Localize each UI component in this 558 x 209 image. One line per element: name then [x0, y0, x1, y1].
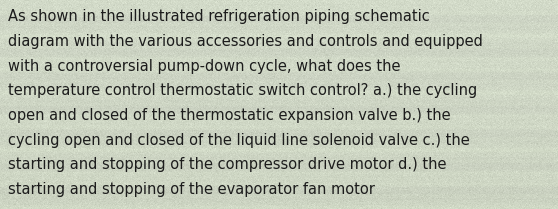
Text: starting and stopping of the evaporator fan motor: starting and stopping of the evaporator … — [8, 182, 375, 197]
Text: open and closed of the thermostatic expansion valve b.) the: open and closed of the thermostatic expa… — [8, 108, 451, 123]
Text: starting and stopping of the compressor drive motor d.) the: starting and stopping of the compressor … — [8, 157, 447, 172]
Text: diagram with the various accessories and controls and equipped: diagram with the various accessories and… — [8, 34, 483, 49]
Text: cycling open and closed of the liquid line solenoid valve c.) the: cycling open and closed of the liquid li… — [8, 133, 470, 148]
Text: temperature control thermostatic switch control? a.) the cycling: temperature control thermostatic switch … — [8, 83, 478, 98]
Text: As shown in the illustrated refrigeration piping schematic: As shown in the illustrated refrigeratio… — [8, 9, 430, 24]
Text: with a controversial pump-down cycle, what does the: with a controversial pump-down cycle, wh… — [8, 59, 401, 74]
